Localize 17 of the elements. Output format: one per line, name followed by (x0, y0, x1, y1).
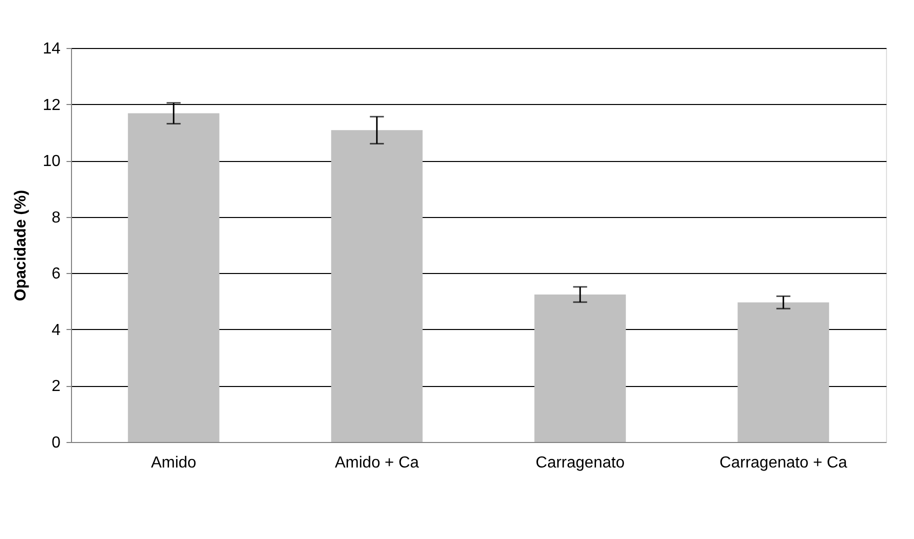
bar (128, 113, 220, 442)
y-tick-label: 6 (52, 266, 61, 283)
y-tick-label: 12 (42, 96, 61, 114)
bar (534, 294, 626, 442)
bar (331, 130, 423, 442)
y-tick-label: 2 (52, 378, 61, 396)
y-tick-label: 8 (52, 209, 61, 226)
x-tick-label: Amido + Ca (334, 454, 419, 472)
bar (738, 302, 830, 442)
y-axis-title: Opacidade (%) (12, 190, 30, 302)
x-tick-label: Carragenato + Ca (720, 454, 848, 472)
x-tick-label: Amido (150, 454, 196, 472)
y-tick-label: 0 (52, 434, 61, 452)
x-tick-label: Carragenato (536, 454, 625, 472)
y-tick-label: 10 (42, 153, 61, 170)
y-tick-label: 4 (52, 322, 61, 339)
y-tick-label: 14 (42, 40, 61, 58)
